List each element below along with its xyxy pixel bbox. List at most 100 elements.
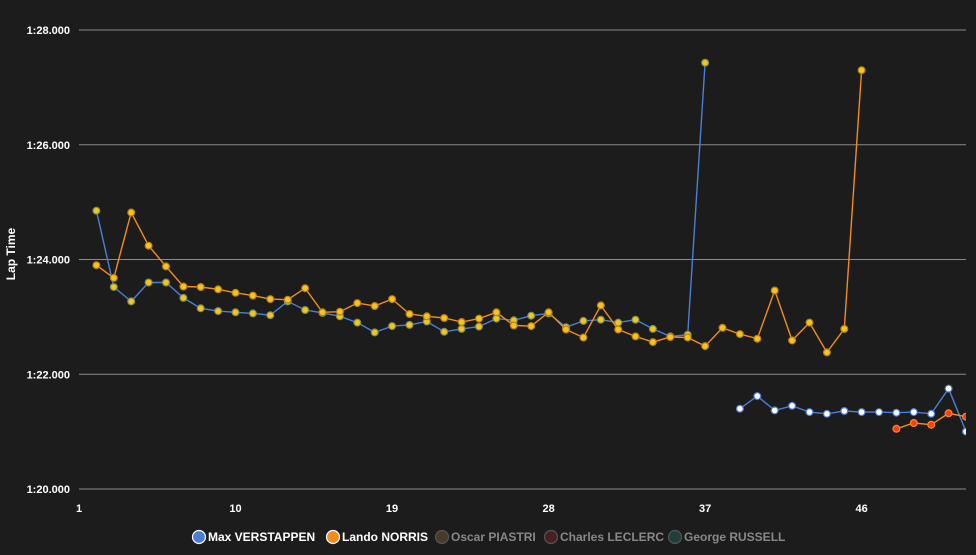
lap-point[interactable] xyxy=(822,348,831,357)
lap-point[interactable] xyxy=(770,286,779,295)
lap-point[interactable] xyxy=(962,427,970,436)
lap-point[interactable] xyxy=(353,318,362,327)
lap-point[interactable] xyxy=(388,295,397,304)
lap-point[interactable] xyxy=(892,408,901,417)
lap-point[interactable] xyxy=(701,58,710,67)
lap-point[interactable] xyxy=(770,406,779,415)
lap-point[interactable] xyxy=(561,325,570,334)
lap-point[interactable] xyxy=(301,284,310,293)
lap-point[interactable] xyxy=(631,315,640,324)
lap-point[interactable] xyxy=(822,409,831,418)
lap-point[interactable] xyxy=(840,324,849,333)
lap-point[interactable] xyxy=(666,333,675,342)
lap-point[interactable] xyxy=(214,285,223,294)
lap-point[interactable] xyxy=(266,311,275,320)
lap-point[interactable] xyxy=(475,314,484,323)
lap-point[interactable] xyxy=(840,407,849,416)
lap-point[interactable] xyxy=(492,308,501,317)
lap-point[interactable] xyxy=(701,342,710,351)
legend-item[interactable]: George RUSSELL xyxy=(667,529,786,545)
lap-point[interactable] xyxy=(753,334,762,343)
lap-point[interactable] xyxy=(214,307,223,316)
lap-point[interactable] xyxy=(457,324,466,333)
lap-point[interactable] xyxy=(248,309,257,318)
lap-point[interactable] xyxy=(735,330,744,339)
lap-point[interactable] xyxy=(440,327,449,336)
lap-point[interactable] xyxy=(909,419,918,428)
lap-point[interactable] xyxy=(457,318,466,327)
lap-point[interactable] xyxy=(231,308,240,317)
lap-point[interactable] xyxy=(527,322,536,331)
lap-point[interactable] xyxy=(248,291,257,300)
lap-point[interactable] xyxy=(144,241,153,250)
lap-point[interactable] xyxy=(353,299,362,308)
lap-point[interactable] xyxy=(440,314,449,323)
lap-point[interactable] xyxy=(648,338,657,347)
y-tick-label: 1:24.000 xyxy=(27,255,70,267)
legend-item[interactable]: Lando NORRIS xyxy=(325,529,429,545)
lap-point[interactable] xyxy=(944,409,953,418)
lap-point[interactable] xyxy=(788,336,797,345)
lap-point[interactable] xyxy=(631,332,640,341)
lap-point[interactable] xyxy=(596,301,605,310)
legend-item[interactable]: Max VERSTAPPEN xyxy=(191,529,316,545)
lap-point[interactable] xyxy=(92,206,101,215)
lap-point[interactable] xyxy=(266,295,275,304)
lap-point[interactable] xyxy=(753,392,762,401)
lap-point[interactable] xyxy=(370,302,379,311)
lap-point[interactable] xyxy=(718,323,727,332)
lap-point[interactable] xyxy=(614,325,623,334)
lap-point[interactable] xyxy=(927,409,936,418)
legend-item[interactable]: Charles LECLERC xyxy=(543,529,665,545)
lap-point[interactable] xyxy=(544,308,553,317)
lap-point[interactable] xyxy=(857,408,866,417)
lap-point[interactable] xyxy=(475,322,484,331)
lap-point[interactable] xyxy=(196,304,205,313)
lap-point[interactable] xyxy=(231,288,240,297)
lap-point[interactable] xyxy=(370,328,379,337)
lap-point[interactable] xyxy=(579,316,588,325)
lap-point[interactable] xyxy=(109,283,118,292)
lap-point[interactable] xyxy=(92,261,101,270)
y-tick-label: 1:28.000 xyxy=(27,25,70,37)
lap-point[interactable] xyxy=(388,322,397,331)
lap-point[interactable] xyxy=(927,420,936,429)
lap-point[interactable] xyxy=(962,412,970,421)
lap-point[interactable] xyxy=(735,404,744,413)
lap-point[interactable] xyxy=(805,318,814,327)
x-axis-ticks: 1 10 19 28 37 46 xyxy=(76,503,868,515)
lap-point[interactable] xyxy=(162,278,171,287)
lap-point[interactable] xyxy=(162,262,171,271)
lap-point[interactable] xyxy=(648,324,657,333)
lap-point[interactable] xyxy=(944,384,953,393)
lap-point[interactable] xyxy=(301,306,310,315)
legend-item[interactable]: Oscar PIASTRI xyxy=(434,529,536,545)
lap-point[interactable] xyxy=(405,320,414,329)
lap-point[interactable] xyxy=(109,273,118,282)
lap-point[interactable] xyxy=(909,408,918,417)
lap-point[interactable] xyxy=(857,66,866,75)
lap-point[interactable] xyxy=(318,308,327,317)
lap-point[interactable] xyxy=(127,208,136,217)
lap-point[interactable] xyxy=(283,295,292,304)
lap-point[interactable] xyxy=(527,311,536,320)
lap-point[interactable] xyxy=(179,282,188,291)
lap-point[interactable] xyxy=(144,278,153,287)
lap-point[interactable] xyxy=(509,321,518,330)
lap-point[interactable] xyxy=(196,283,205,292)
lap-point[interactable] xyxy=(579,333,588,342)
x-tick-label: 19 xyxy=(386,503,398,515)
lap-point[interactable] xyxy=(614,318,623,327)
lap-point[interactable] xyxy=(405,310,414,319)
lap-point[interactable] xyxy=(422,312,431,321)
lap-point[interactable] xyxy=(683,333,692,342)
lap-point[interactable] xyxy=(805,408,814,417)
legend-swatch xyxy=(543,529,559,545)
lap-point[interactable] xyxy=(335,307,344,316)
lap-point[interactable] xyxy=(874,408,883,417)
lap-point[interactable] xyxy=(788,401,797,410)
lap-point[interactable] xyxy=(179,293,188,302)
lap-point[interactable] xyxy=(892,424,901,433)
lap-point[interactable] xyxy=(596,315,605,324)
lap-point[interactable] xyxy=(127,297,136,306)
